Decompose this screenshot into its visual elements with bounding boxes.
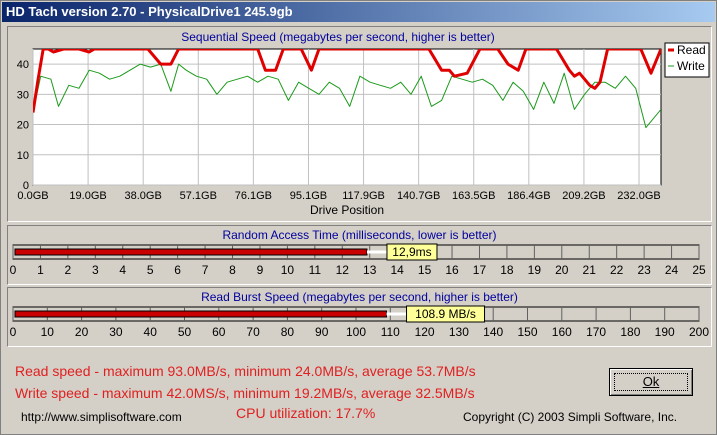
random-access-tick-label: 10 — [281, 263, 295, 277]
random-access-chart: 0 1 2 3 4 5 6 7 8 9 10 11 12 13 14 15 16 17 18 19 20 21 22 23 24… — [10, 243, 706, 277]
legend-label-write: Write — [677, 59, 705, 73]
burst-tick-label: 30 — [109, 325, 123, 339]
random-access-value-label: 12,9ms — [392, 245, 431, 259]
read-speed-stats: Read speed - maximum 93.0MB/s, minimum 2… — [15, 363, 476, 379]
burst-tick-label: 20 — [75, 325, 89, 339]
burst-tick-label: 200 — [689, 325, 709, 339]
random-access-tick-label: 16 — [445, 263, 459, 277]
x-tick-label: 140.7GB — [397, 190, 440, 202]
random-access-tick-label: 2 — [65, 263, 72, 277]
burst-tick-label: 10 — [41, 325, 55, 339]
x-axis-title: Drive Position — [310, 203, 384, 217]
burst-chart: 0 10 20 30 40 50 60 70 80 90 100 110 120 130 140 150 160… — [10, 305, 709, 339]
sequential-title: Sequential Speed (megabytes per second, … — [181, 30, 495, 44]
random-access-tick-label: 11 — [309, 263, 322, 277]
write-speed-stats: Write speed - maximum 42.0MS/s, minimum … — [15, 385, 475, 401]
ok-button[interactable]: Ok — [609, 368, 693, 396]
burst-value-label: 108.9 MB/s — [415, 307, 476, 321]
random-access-tick-label: 20 — [555, 263, 569, 277]
legend-label-read: Read — [677, 43, 706, 57]
random-access-title: Random Access Time (milliseconds, lower … — [222, 228, 497, 242]
random-access-value-label-box — [386, 243, 438, 261]
burst-panel: Read Burst Speed (megabytes per second, … — [7, 287, 712, 347]
copyright-text: Copyright (C) 2003 Simpli Software, Inc. — [463, 410, 678, 424]
burst-value-label-box — [406, 305, 486, 323]
random-access-tick-label: 3 — [92, 263, 99, 277]
burst-tick-label: 100 — [346, 325, 366, 339]
burst-tick-label: 80 — [281, 325, 295, 339]
x-tick-label: 0.0GB — [17, 190, 48, 202]
burst-tick-label: 140 — [483, 325, 503, 339]
x-tick-label: 117.9GB — [342, 190, 385, 202]
random-access-tick-label: 5 — [147, 263, 154, 277]
y-tick-label: 10 — [17, 150, 29, 162]
x-tick-label: 209.2GB — [562, 190, 605, 202]
x-tick-label: 232.0GB — [617, 190, 660, 202]
y-tick-label: 0 — [23, 180, 29, 192]
burst-tick-label: 50 — [178, 325, 192, 339]
random-access-tick-label: 6 — [174, 263, 181, 277]
random-access-tick-label: 8 — [229, 263, 236, 277]
burst-title: Read Burst Speed (megabytes per second, … — [201, 290, 518, 304]
burst-tick-label: 120 — [415, 325, 435, 339]
burst-tick-label: 40 — [144, 325, 158, 339]
y-tick-label: 30 — [17, 89, 29, 101]
random-access-tick-label: 12 — [336, 263, 350, 277]
read-series-line — [33, 49, 661, 113]
burst-tick-label: 190 — [655, 325, 675, 339]
sequential-chart: 0 10 20 30 40 0.0GB 19.0GB 38.0GB 57.1GB 76.1GB 95… — [17, 42, 710, 217]
x-tick-label: 19.0GB — [69, 190, 106, 202]
x-tick-label: 186.4GB — [507, 190, 550, 202]
burst-tick-label: 150 — [517, 325, 537, 339]
random-access-tick-label: 22 — [610, 263, 624, 277]
x-tick-label: 95.1GB — [290, 190, 327, 202]
burst-tick-label: 0 — [10, 325, 17, 339]
random-access-tick-label: 13 — [363, 263, 377, 277]
cpu-utilization: CPU utilization: 17.7% — [236, 405, 376, 421]
burst-tick-label: 60 — [212, 325, 226, 339]
burst-tick-label: 130 — [449, 325, 469, 339]
random-access-tick-label: 7 — [202, 263, 209, 277]
random-access-tick-label: 14 — [390, 263, 404, 277]
random-access-tick-label: 0 — [10, 263, 17, 277]
random-access-panel: Random Access Time (milliseconds, lower … — [7, 225, 712, 285]
burst-tick-label: 180 — [620, 325, 640, 339]
random-access-tick-label: 21 — [583, 263, 597, 277]
title-bar[interactable]: HD Tach version 2.70 - PhysicalDrive1 24… — [2, 2, 715, 22]
burst-tick-label: 160 — [552, 325, 572, 339]
random-access-tick-label: 18 — [500, 263, 514, 277]
burst-tick-label: 70 — [246, 325, 260, 339]
random-access-tick-label: 4 — [119, 263, 126, 277]
random-access-tick-label: 19 — [528, 263, 542, 277]
x-tick-label: 38.0GB — [125, 190, 162, 202]
random-access-tick-label: 25 — [692, 263, 706, 277]
y-tick-label: 20 — [17, 120, 29, 132]
random-access-value-bar — [14, 248, 368, 256]
random-access-tick-label: 15 — [418, 263, 432, 277]
x-tick-label: 57.1GB — [180, 190, 217, 202]
random-access-tick-label: 1 — [37, 263, 44, 277]
burst-tick-label: 90 — [315, 325, 329, 339]
random-access-tick-label: 24 — [665, 263, 679, 277]
y-tick-label: 40 — [17, 59, 29, 71]
x-tick-label: 163.5GB — [452, 190, 495, 202]
sequential-panel: Sequential Speed (megabytes per second, … — [7, 26, 712, 222]
plot-area — [32, 48, 662, 186]
x-tick-label: 76.1GB — [235, 190, 272, 202]
burst-tick-label: 170 — [586, 325, 606, 339]
random-access-tick-label: 17 — [473, 263, 487, 277]
random-access-tick-label: 9 — [257, 263, 264, 277]
random-access-tick-label: 23 — [637, 263, 651, 277]
burst-tick-label: 110 — [381, 325, 400, 339]
website-url: http://www.simplisoftware.com — [21, 410, 182, 424]
burst-value-bar — [14, 310, 388, 318]
write-series-line — [33, 63, 661, 129]
